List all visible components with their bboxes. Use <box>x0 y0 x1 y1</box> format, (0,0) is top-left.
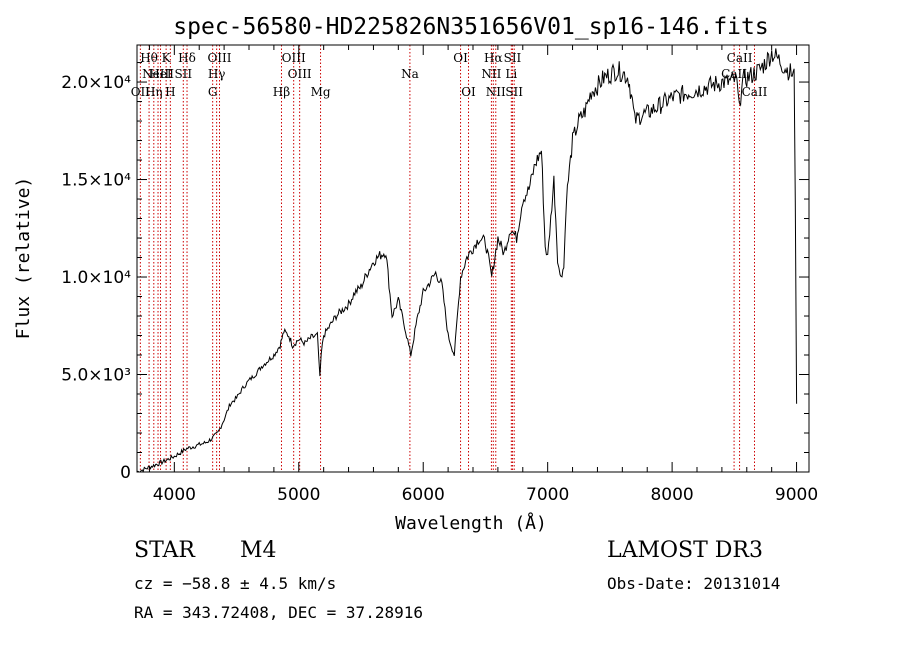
marker-label: NeIII <box>142 67 174 81</box>
marker-label: NII <box>481 67 501 81</box>
marker-label: SII <box>505 85 523 99</box>
marker-label: Hβ <box>273 85 290 99</box>
plot-frame <box>136 44 810 473</box>
y-tick-label: 0 <box>120 463 131 483</box>
y-tick-label: 1.0×10⁴ <box>61 268 131 288</box>
marker-label: OIII <box>207 51 231 65</box>
marker-label: Li <box>505 67 517 81</box>
x-tick-label: 9000 <box>775 485 818 505</box>
x-tick-label: 6000 <box>402 485 445 505</box>
marker-label: Hδ <box>178 51 196 65</box>
marker-label: Hη <box>145 85 163 99</box>
x-axis-label: Wavelength (Å) <box>395 512 547 534</box>
marker-label: G <box>208 85 218 99</box>
marker-label: OI <box>453 51 468 65</box>
marker-label: H <box>165 85 175 99</box>
marker-label: OII <box>131 85 151 99</box>
spectrum-line <box>136 48 798 473</box>
marker-label: Mg <box>311 85 331 99</box>
marker-label: SII <box>504 51 522 65</box>
x-tick-label: 4000 <box>153 485 196 505</box>
marker-label: HeI <box>149 67 172 81</box>
redshift-value: cz = −58.8 ± 4.5 km/s <box>134 574 337 593</box>
marker-label: SII <box>174 67 192 81</box>
chart-title: spec-56580-HD225826N351656V01_sp16-146.f… <box>173 14 768 40</box>
coordinates: RA = 343.72408, DEC = 37.28916 <box>134 603 423 622</box>
y-tick-label: 1.5×10⁴ <box>61 171 131 191</box>
marker-label: Na <box>401 67 419 81</box>
marker-label: K <box>162 51 172 65</box>
marker-label: OIII <box>288 67 312 81</box>
y-tick-label: 5.0×10³ <box>61 366 131 386</box>
x-axis-ticks: 4000 5000 6000 7000 8000 9000 <box>148 45 818 505</box>
x-tick-label: 7000 <box>526 485 569 505</box>
survey-name: LAMOST DR3 <box>607 538 763 563</box>
marker-label: CaII <box>727 51 753 65</box>
line-markers <box>139 45 755 472</box>
marker-label: NII <box>486 85 506 99</box>
y-tick-label: 2.0×10⁴ <box>61 73 131 93</box>
marker-label: Hα <box>484 51 503 65</box>
object-type: STAR <box>134 538 195 563</box>
y-axis-ticks: 0 5.0×10³ 1.0×10⁴ 1.5×10⁴ 2.0×10⁴ <box>61 62 809 483</box>
marker-label: OIII <box>282 51 306 65</box>
marker-label: OI <box>461 85 476 99</box>
x-tick-label: 8000 <box>650 485 693 505</box>
object-subclass: M4 <box>240 538 277 563</box>
observation-date: Obs-Date: 20131014 <box>607 574 781 593</box>
x-tick-label: 5000 <box>277 485 320 505</box>
marker-label: CaII <box>742 85 768 99</box>
y-axis-label: Flux (relative) <box>13 177 34 340</box>
marker-label: Hθ <box>140 51 158 65</box>
marker-label: Hγ <box>208 67 226 81</box>
